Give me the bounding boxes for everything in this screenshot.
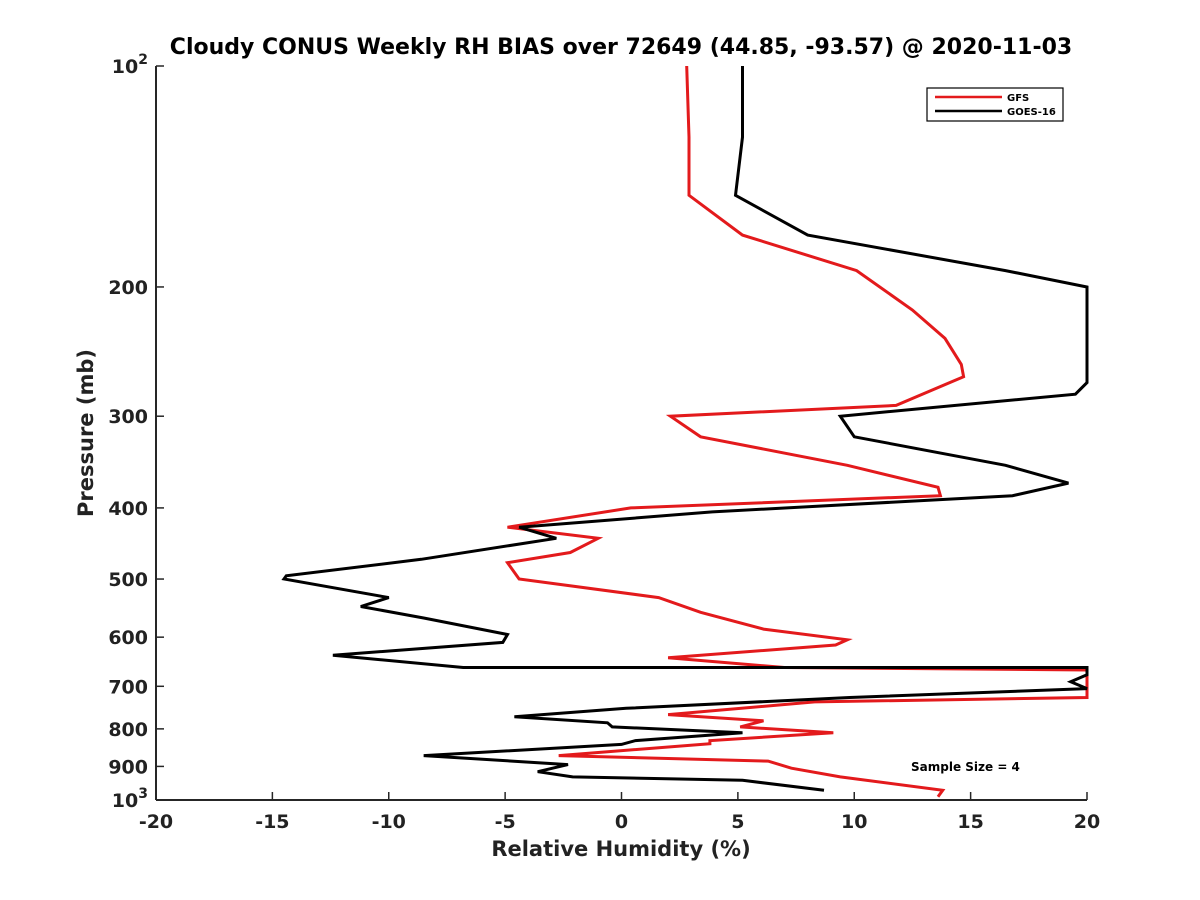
x-tick-label: 0 bbox=[615, 811, 628, 833]
x-tick-label: 5 bbox=[731, 811, 744, 833]
x-tick-label: -10 bbox=[372, 811, 406, 833]
y-tick-label: 103 bbox=[112, 786, 148, 812]
y-tick-label: 800 bbox=[108, 719, 148, 741]
sample-size-annotation: Sample Size = 4 bbox=[911, 760, 1020, 774]
x-tick-label: 20 bbox=[1074, 811, 1100, 833]
y-axis-label: Pressure (mb) bbox=[74, 349, 98, 517]
legend-label-goes16: GOES-16 bbox=[1007, 107, 1056, 118]
y-tick-label: 400 bbox=[108, 498, 148, 520]
chart-title: Cloudy CONUS Weekly RH BIAS over 72649 (… bbox=[170, 35, 1072, 60]
legend-box bbox=[926, 87, 1064, 122]
x-tick-label: -20 bbox=[139, 811, 173, 833]
y-tick-label: 600 bbox=[108, 627, 148, 649]
y-tick-label: 500 bbox=[108, 569, 148, 591]
x-tick-group: -20 -15 -10 -5 0 5 10 15 20 bbox=[139, 792, 1100, 833]
y-tick-group: 102 200 300 400 500 600 700 800 900 103 bbox=[108, 52, 164, 812]
series-line-goes16 bbox=[281, 66, 1089, 792]
y-tick-label: 102 bbox=[112, 52, 148, 78]
y-tick-label: 200 bbox=[108, 277, 148, 299]
x-tick-label: -5 bbox=[495, 811, 516, 833]
series-layer bbox=[281, 65, 1089, 798]
x-axis-label: Relative Humidity (%) bbox=[491, 837, 750, 861]
legend: GFS GOES-16 bbox=[926, 87, 1064, 122]
x-tick-label: 10 bbox=[841, 811, 867, 833]
legend-label-gfs: GFS bbox=[1007, 93, 1029, 104]
y-tick-label: 700 bbox=[108, 676, 148, 698]
y-tick-label: 300 bbox=[108, 406, 148, 428]
x-tick-label: 15 bbox=[957, 811, 983, 833]
x-tick-label: -15 bbox=[255, 811, 289, 833]
series-line-gfs bbox=[504, 65, 1089, 798]
y-tick-label: 900 bbox=[108, 756, 148, 778]
